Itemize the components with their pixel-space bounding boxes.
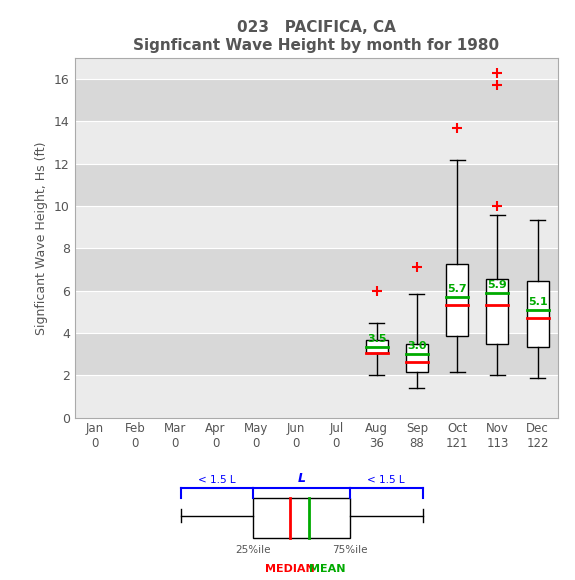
- Bar: [75, 79, 558, 121]
- Text: 3.0: 3.0: [407, 341, 427, 351]
- Text: L: L: [298, 472, 306, 485]
- Bar: [75, 248, 558, 291]
- Text: < 1.5 L: < 1.5 L: [198, 474, 236, 485]
- Bar: [446, 264, 468, 336]
- Text: 25%ile: 25%ile: [236, 545, 271, 554]
- Bar: [486, 279, 508, 343]
- Text: MEAN: MEAN: [309, 564, 346, 574]
- Bar: [366, 340, 388, 353]
- Bar: [406, 343, 428, 372]
- Bar: [75, 333, 558, 375]
- Y-axis label: Signficant Wave Height, Hs (ft): Signficant Wave Height, Hs (ft): [36, 141, 48, 335]
- Title: 023   PACIFICA, CA
Signficant Wave Height by month for 1980: 023 PACIFICA, CA Signficant Wave Height …: [133, 20, 499, 53]
- Text: MEDIAN: MEDIAN: [265, 564, 315, 574]
- Text: 3.5: 3.5: [367, 334, 386, 343]
- Text: 75%ile: 75%ile: [332, 545, 368, 554]
- Text: 5.9: 5.9: [488, 280, 507, 289]
- Bar: [75, 164, 558, 206]
- Text: < 1.5 L: < 1.5 L: [367, 474, 405, 485]
- Bar: [254, 498, 350, 538]
- Text: 5.7: 5.7: [447, 284, 467, 294]
- Bar: [527, 281, 549, 347]
- Text: 5.1: 5.1: [528, 296, 547, 307]
